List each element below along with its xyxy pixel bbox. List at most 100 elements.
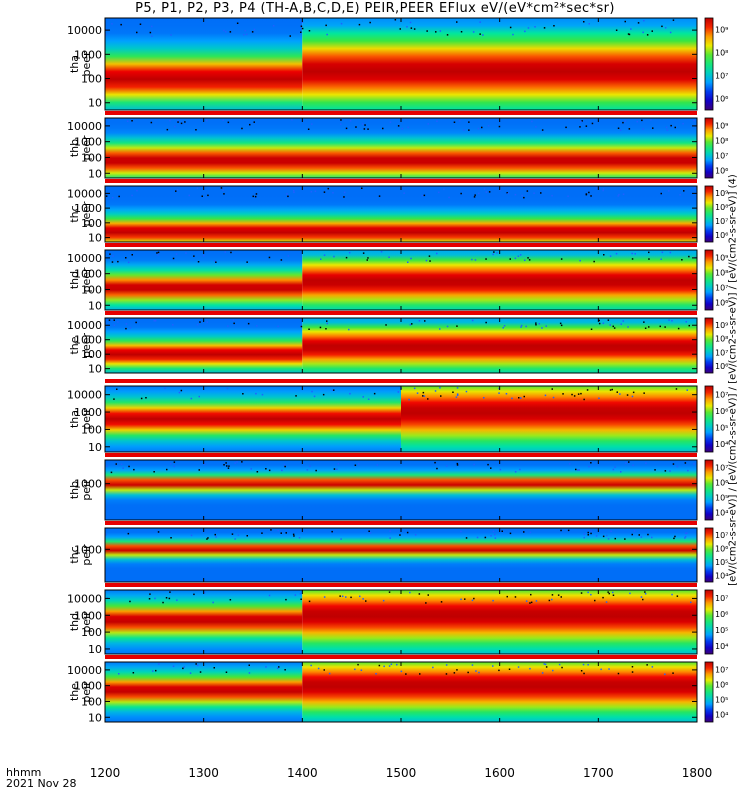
noise-speckle bbox=[105, 187, 696, 199]
noise-pixel bbox=[105, 533, 107, 536]
noise-pixel bbox=[631, 533, 633, 536]
noise-pixel bbox=[624, 120, 626, 122]
noise-pixel bbox=[168, 597, 171, 600]
noise-pixel bbox=[677, 327, 680, 330]
noise-pixel bbox=[446, 34, 449, 36]
noise-pixel bbox=[227, 467, 230, 469]
noise-pixel bbox=[643, 392, 645, 394]
noise-pixel bbox=[553, 25, 555, 27]
noise-pixel bbox=[648, 326, 650, 328]
noise-pixel bbox=[361, 123, 364, 125]
panel-label: thcpeer bbox=[68, 201, 93, 227]
noise-pixel bbox=[593, 260, 595, 263]
noise-pixel bbox=[439, 387, 441, 389]
noise-pixel bbox=[292, 189, 295, 192]
noise-pixel bbox=[456, 325, 458, 327]
noise-pixel bbox=[650, 119, 652, 121]
noise-pixel bbox=[679, 194, 681, 196]
noise-pixel bbox=[492, 530, 495, 533]
noise-pixel bbox=[206, 119, 208, 122]
noise-pixel bbox=[281, 469, 283, 472]
noise-pixel bbox=[293, 535, 295, 537]
panel-label-probe: thd bbox=[68, 613, 81, 631]
noise-pixel bbox=[622, 121, 624, 124]
x-tick-label: 1700 bbox=[583, 766, 614, 780]
noise-pixel bbox=[197, 261, 200, 263]
noise-pixel bbox=[654, 469, 656, 471]
noise-pixel bbox=[668, 190, 670, 192]
noise-pixel bbox=[333, 389, 335, 391]
noise-pixel bbox=[177, 121, 179, 123]
noise-pixel bbox=[620, 471, 622, 473]
noise-pixel bbox=[661, 25, 663, 28]
noise-pixel bbox=[631, 258, 634, 260]
spectrogram-band bbox=[105, 386, 401, 452]
y-tick-label: 1000 bbox=[74, 202, 102, 215]
noise-pixel bbox=[173, 465, 175, 468]
noise-pixel bbox=[684, 462, 687, 464]
noise-pixel bbox=[111, 23, 113, 25]
noise-pixel bbox=[153, 320, 155, 322]
noise-pixel bbox=[158, 663, 160, 665]
date-label: 2021 Nov 28 bbox=[6, 777, 77, 790]
noise-pixel bbox=[268, 256, 271, 259]
noise-pixel bbox=[345, 596, 347, 598]
noise-pixel bbox=[388, 665, 391, 667]
noise-pixel bbox=[380, 251, 383, 253]
noise-pixel bbox=[595, 535, 598, 537]
noise-pixel bbox=[506, 595, 508, 598]
noise-pixel bbox=[476, 536, 479, 539]
noise-pixel bbox=[669, 31, 672, 34]
noise-pixel bbox=[499, 189, 501, 191]
noise-pixel bbox=[328, 672, 331, 675]
noise-pixel bbox=[375, 673, 377, 675]
noise-pixel bbox=[300, 325, 303, 328]
noise-pixel bbox=[456, 462, 459, 465]
noise-pixel bbox=[544, 663, 547, 666]
noise-pixel bbox=[411, 323, 413, 325]
noise-pixel bbox=[418, 320, 421, 322]
noise-pixel bbox=[581, 120, 583, 122]
noise-pixel bbox=[190, 397, 193, 400]
noise-pixel bbox=[590, 530, 592, 532]
noise-pixel bbox=[587, 664, 589, 666]
noise-pixel bbox=[517, 255, 520, 257]
noise-pixel bbox=[519, 254, 522, 256]
noise-pixel bbox=[125, 257, 127, 259]
noise-pixel bbox=[311, 123, 313, 125]
y-tick-label: 10 bbox=[88, 232, 102, 245]
noise-pixel bbox=[196, 323, 199, 326]
noise-pixel bbox=[326, 322, 328, 325]
noise-pixel bbox=[397, 125, 400, 127]
noise-pixel bbox=[396, 663, 398, 666]
noise-pixel bbox=[291, 119, 293, 121]
noise-pixel bbox=[125, 327, 127, 330]
noise-pixel bbox=[608, 668, 610, 670]
noise-pixel bbox=[465, 537, 468, 539]
noise-pixel bbox=[382, 127, 384, 130]
y-tick-label: 10000 bbox=[67, 24, 102, 37]
noise-speckle bbox=[126, 119, 695, 131]
y-tick-label: 10 bbox=[88, 97, 102, 110]
colorbar-tick-label: 10⁴ bbox=[715, 711, 728, 720]
quality-flag-bar bbox=[105, 311, 697, 315]
noise-pixel bbox=[425, 259, 428, 262]
noise-pixel bbox=[631, 671, 634, 673]
spectrogram-band bbox=[105, 118, 697, 178]
noise-pixel bbox=[456, 394, 459, 396]
panel-label-product: peir bbox=[80, 681, 93, 703]
noise-pixel bbox=[530, 593, 532, 596]
noise-pixel bbox=[439, 30, 442, 32]
noise-speckle bbox=[109, 251, 697, 264]
noise-pixel bbox=[588, 465, 590, 468]
noise-pixel bbox=[127, 261, 130, 264]
noise-pixel bbox=[452, 391, 454, 393]
noise-pixel bbox=[541, 327, 543, 329]
panel-label-probe: the bbox=[68, 683, 81, 701]
colorbar-tick-label: 10⁷ bbox=[715, 464, 728, 473]
noise-pixel bbox=[300, 25, 303, 27]
noise-pixel bbox=[483, 397, 485, 399]
noise-pixel bbox=[456, 21, 458, 23]
noise-pixel bbox=[175, 253, 178, 255]
panel-label-probe: thd bbox=[68, 271, 81, 289]
